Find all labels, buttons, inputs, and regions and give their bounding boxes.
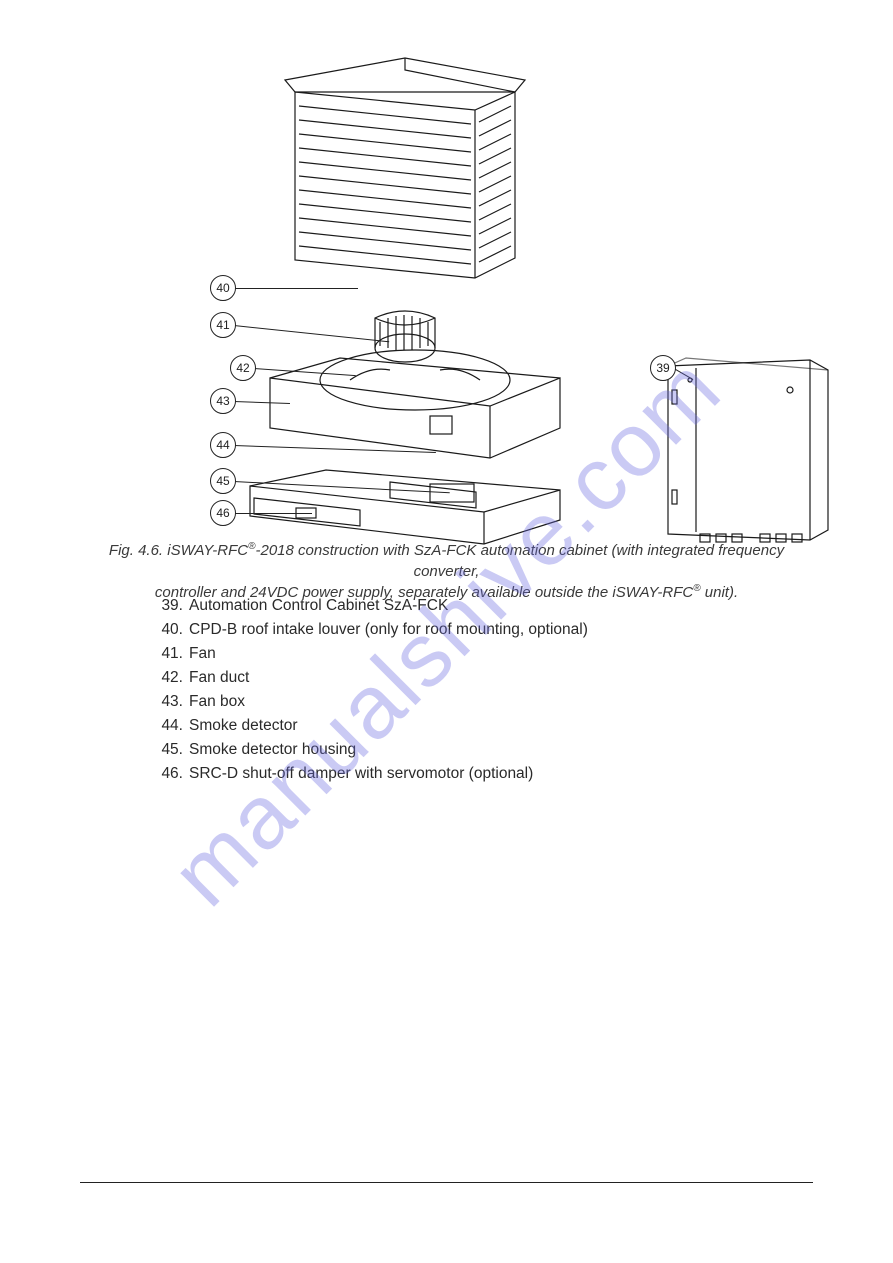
legend-num: 43.	[155, 690, 183, 714]
callout-41: 41	[210, 312, 236, 338]
damper-housing-drawing	[240, 468, 570, 548]
callout-40: 40	[210, 275, 236, 301]
leader-40	[234, 288, 358, 289]
footer-rule	[80, 1182, 813, 1183]
caption-sup2: ®	[693, 583, 700, 594]
legend-row: 43. Fan box	[155, 690, 588, 714]
caption-line1-pre: Fig. 4.6. iSWAY-RFC	[109, 542, 248, 559]
legend-num: 41.	[155, 642, 183, 666]
louver-unit-drawing	[275, 50, 535, 280]
legend-row: 42. Fan duct	[155, 666, 588, 690]
legend-num: 44.	[155, 714, 183, 738]
figure-diagram: 40 41 42 43 44 45 46 39	[100, 50, 820, 530]
legend-num: 46.	[155, 762, 183, 786]
legend-row: 39. Automation Control Cabinet SzA-FCK	[155, 594, 588, 618]
control-cabinet-drawing	[660, 350, 840, 550]
legend-row: 41. Fan	[155, 642, 588, 666]
callout-43: 43	[210, 388, 236, 414]
document-page: manualshive.com	[0, 0, 893, 1263]
legend-row: 40. CPD-B roof intake louver (only for ro…	[155, 618, 588, 642]
legend-num: 40.	[155, 618, 183, 642]
leader-46	[234, 513, 312, 514]
callout-42: 42	[230, 355, 256, 381]
legend-text: Smoke detector	[189, 717, 298, 734]
callout-39: 39	[650, 355, 676, 381]
legend-text: Smoke detector housing	[189, 741, 356, 758]
legend-text: Fan	[189, 645, 216, 662]
callout-44: 44	[210, 432, 236, 458]
legend-text: CPD-B roof intake louver (only for roof …	[189, 621, 588, 638]
callout-45: 45	[210, 468, 236, 494]
caption-line1-post: -2018 construction with SzA-FCK automati…	[255, 542, 784, 580]
legend-row: 46. SRC-D shut-off damper with servomotor…	[155, 762, 588, 786]
parts-legend: 39. Automation Control Cabinet SzA-FCK 40…	[155, 594, 588, 786]
legend-row: 44. Smoke detector	[155, 714, 588, 738]
legend-num: 42.	[155, 666, 183, 690]
legend-text: SRC-D shut-off damper with servomotor (o…	[189, 765, 533, 782]
legend-text: Automation Control Cabinet SzA-FCK	[189, 597, 448, 614]
legend-text: Fan duct	[189, 669, 249, 686]
legend-num: 45.	[155, 738, 183, 762]
caption-line2-post: unit).	[701, 584, 739, 601]
legend-row: 45. Smoke detector housing	[155, 738, 588, 762]
legend-num: 39.	[155, 594, 183, 618]
legend-text: Fan box	[189, 693, 245, 710]
callout-46: 46	[210, 500, 236, 526]
